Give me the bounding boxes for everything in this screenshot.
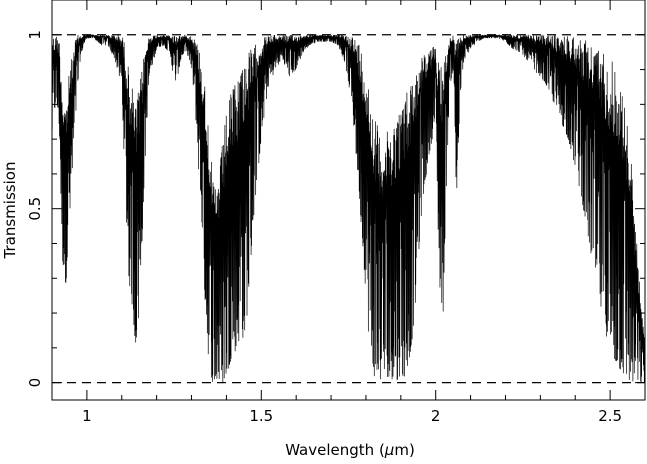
x-tick-label: 1.5	[249, 407, 273, 425]
y-tick-label: 1	[26, 30, 44, 40]
mu-symbol: μ	[384, 441, 395, 459]
y-axis-label: Transmission	[1, 162, 19, 260]
ref-lines-layer	[52, 34, 645, 384]
tick-labels-layer: 1 1.5 2 2.5 0 0.5 1	[26, 30, 622, 425]
transmission-series-line-0	[51, 34, 646, 383]
plot-frame	[51, 0, 646, 401]
y-tick-label: 0	[26, 378, 44, 388]
ticks-layer	[51, 0, 646, 400]
spectrum-layer	[51, 34, 646, 383]
x-tick-label: 1	[82, 407, 92, 425]
x-tick-label: 2	[431, 407, 441, 425]
x-axis-label: Wavelength (μm)	[285, 441, 415, 459]
y-tick-label: 0.5	[26, 197, 44, 221]
x-tick-label: 2.5	[598, 407, 622, 425]
